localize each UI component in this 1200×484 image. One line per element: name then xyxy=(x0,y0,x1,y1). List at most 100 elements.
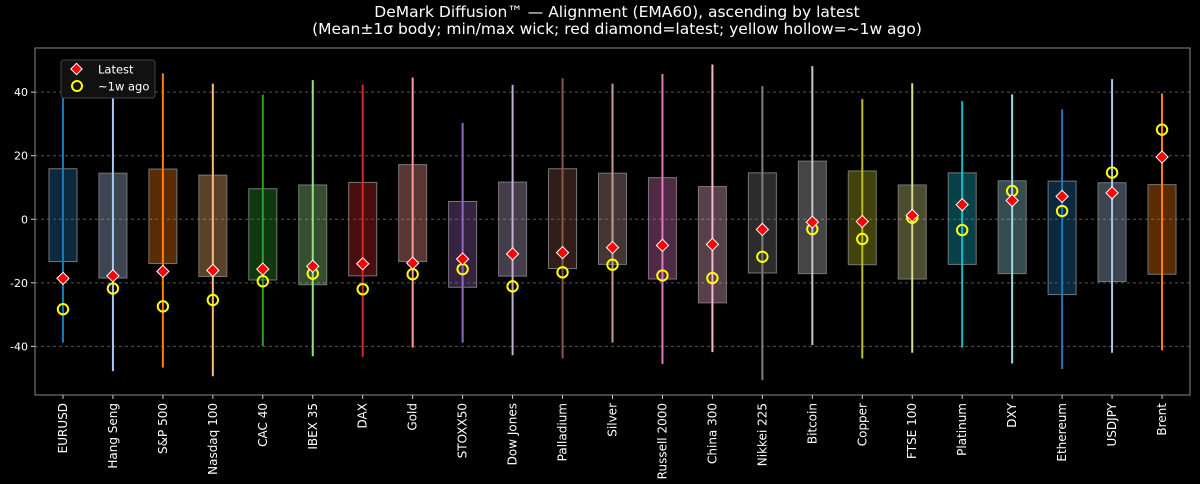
week-ago-marker xyxy=(955,223,969,237)
box-dax xyxy=(348,84,378,357)
x-tick-label: Brent xyxy=(1155,403,1169,436)
x-tick-label: China 300 xyxy=(705,403,719,464)
x-tick-label: Copper xyxy=(855,403,869,446)
latest-marker xyxy=(505,247,520,261)
box-hang-seng xyxy=(98,76,128,372)
week-ago-marker xyxy=(256,275,270,288)
box-s-p-500 xyxy=(148,73,178,368)
box-nikkei-225 xyxy=(747,86,777,381)
x-tick-label: Gold xyxy=(406,403,420,431)
y-tick-label: -40 xyxy=(10,340,28,353)
chart-subtitle: (Mean±1σ body; min/max wick; red diamond… xyxy=(312,20,922,38)
latest-marker xyxy=(555,245,570,260)
x-tick-label: Silver xyxy=(606,403,620,437)
week-ago-marker xyxy=(1105,166,1119,179)
box-russell-2000 xyxy=(647,74,677,364)
x-tick-label: IBEX 35 xyxy=(306,403,320,450)
week-ago-marker xyxy=(156,300,170,313)
y-tick-label: 0 xyxy=(21,213,28,226)
y-tick-label: -20 xyxy=(10,277,28,290)
box-ibex-35 xyxy=(298,80,328,357)
x-tick-label: DXY xyxy=(1005,402,1019,427)
latest-marker xyxy=(1055,189,1069,204)
x-tick-label: STOXX50 xyxy=(456,403,470,458)
latest-marker xyxy=(305,259,320,274)
box-platinum xyxy=(947,101,977,348)
latest-marker xyxy=(455,252,470,266)
box-ftse-100 xyxy=(897,83,927,353)
legend-box xyxy=(60,59,156,99)
latest-marker xyxy=(355,256,370,271)
x-tick-label: FTSE 100 xyxy=(905,403,919,459)
marks xyxy=(48,64,1177,381)
latest-marker xyxy=(805,215,820,229)
legend-latest-label: Latest xyxy=(98,63,134,77)
latest-marker xyxy=(955,197,969,212)
x-tick-label: Palladium xyxy=(556,403,570,461)
box-china-300 xyxy=(697,64,727,353)
box-copper xyxy=(847,99,877,359)
box-bitcoin xyxy=(797,66,827,346)
x-tick-label: CAC 40 xyxy=(256,403,270,447)
week-ago-marker xyxy=(356,282,369,296)
latest-marker xyxy=(156,264,170,279)
x-tick-label: Hang Seng xyxy=(106,403,120,469)
latest-marker xyxy=(106,269,120,283)
latest-marker xyxy=(705,237,720,252)
latest-marker xyxy=(405,256,420,270)
box-brent xyxy=(1147,93,1177,351)
box-gold xyxy=(398,77,428,348)
latest-marker xyxy=(655,238,670,253)
latest-marker xyxy=(56,271,70,286)
week-ago-marker xyxy=(1055,204,1069,218)
box-palladium xyxy=(548,78,578,359)
legend-latest-marker xyxy=(70,62,83,76)
x-tick-label: DAX xyxy=(356,403,370,428)
box-eurusd xyxy=(48,75,78,343)
x-axis: EURUSD Hang Seng S&P 500 Nasdaq 100 CAC 40 IB… xyxy=(56,395,1169,479)
y-tick-label: 40 xyxy=(14,86,28,99)
week-ago-marker xyxy=(756,250,769,263)
x-tick-label: EURUSD xyxy=(56,403,70,453)
box-silver xyxy=(598,83,627,343)
legend-week-ago-label: ~1w ago xyxy=(98,80,149,94)
week-ago-marker xyxy=(656,269,669,282)
x-tick-label: S&P 500 xyxy=(156,403,170,454)
box-cac-40 xyxy=(248,94,278,347)
x-tick-label: Nasdaq 100 xyxy=(206,403,220,475)
latest-marker xyxy=(256,262,270,276)
x-tick-label: USDJPY xyxy=(1105,402,1119,446)
week-ago-marker xyxy=(856,232,869,246)
x-tick-label: Russell 2000 xyxy=(655,403,669,479)
y-axis: -40 -20 0 20 40 xyxy=(10,86,35,353)
latest-marker xyxy=(905,208,920,223)
week-ago-marker xyxy=(206,293,220,307)
box-stoxx50 xyxy=(448,122,478,343)
week-ago-marker xyxy=(506,280,519,293)
latest-marker xyxy=(605,240,620,255)
week-ago-marker xyxy=(1155,123,1169,136)
box-dxy xyxy=(997,94,1027,364)
latest-marker xyxy=(1105,186,1119,200)
x-tick-label: Nikkei 225 xyxy=(755,403,769,466)
box-nasdaq-100 xyxy=(198,83,228,377)
x-tick-label: Dow Jones xyxy=(506,403,520,465)
legend-week-ago-marker xyxy=(71,80,83,92)
week-ago-marker xyxy=(556,266,569,279)
latest-marker xyxy=(1155,150,1169,164)
chart-title: DeMark Diffusion™ — Alignment (EMA60), a… xyxy=(374,3,859,21)
week-ago-marker xyxy=(56,303,70,316)
y-tick-label: 20 xyxy=(14,150,28,163)
x-tick-label: Ethereum xyxy=(1055,403,1069,462)
x-tick-label: Platinum xyxy=(955,403,969,456)
box-dow-jones xyxy=(498,84,528,356)
x-tick-label: Bitcoin xyxy=(805,403,819,444)
box-ethereum xyxy=(1047,109,1077,369)
legend: Latest ~1w ago xyxy=(60,59,156,99)
week-ago-marker xyxy=(706,271,719,285)
week-ago-marker xyxy=(106,282,120,295)
week-ago-marker xyxy=(606,258,619,271)
latest-marker xyxy=(855,214,870,229)
latest-marker xyxy=(755,222,770,237)
